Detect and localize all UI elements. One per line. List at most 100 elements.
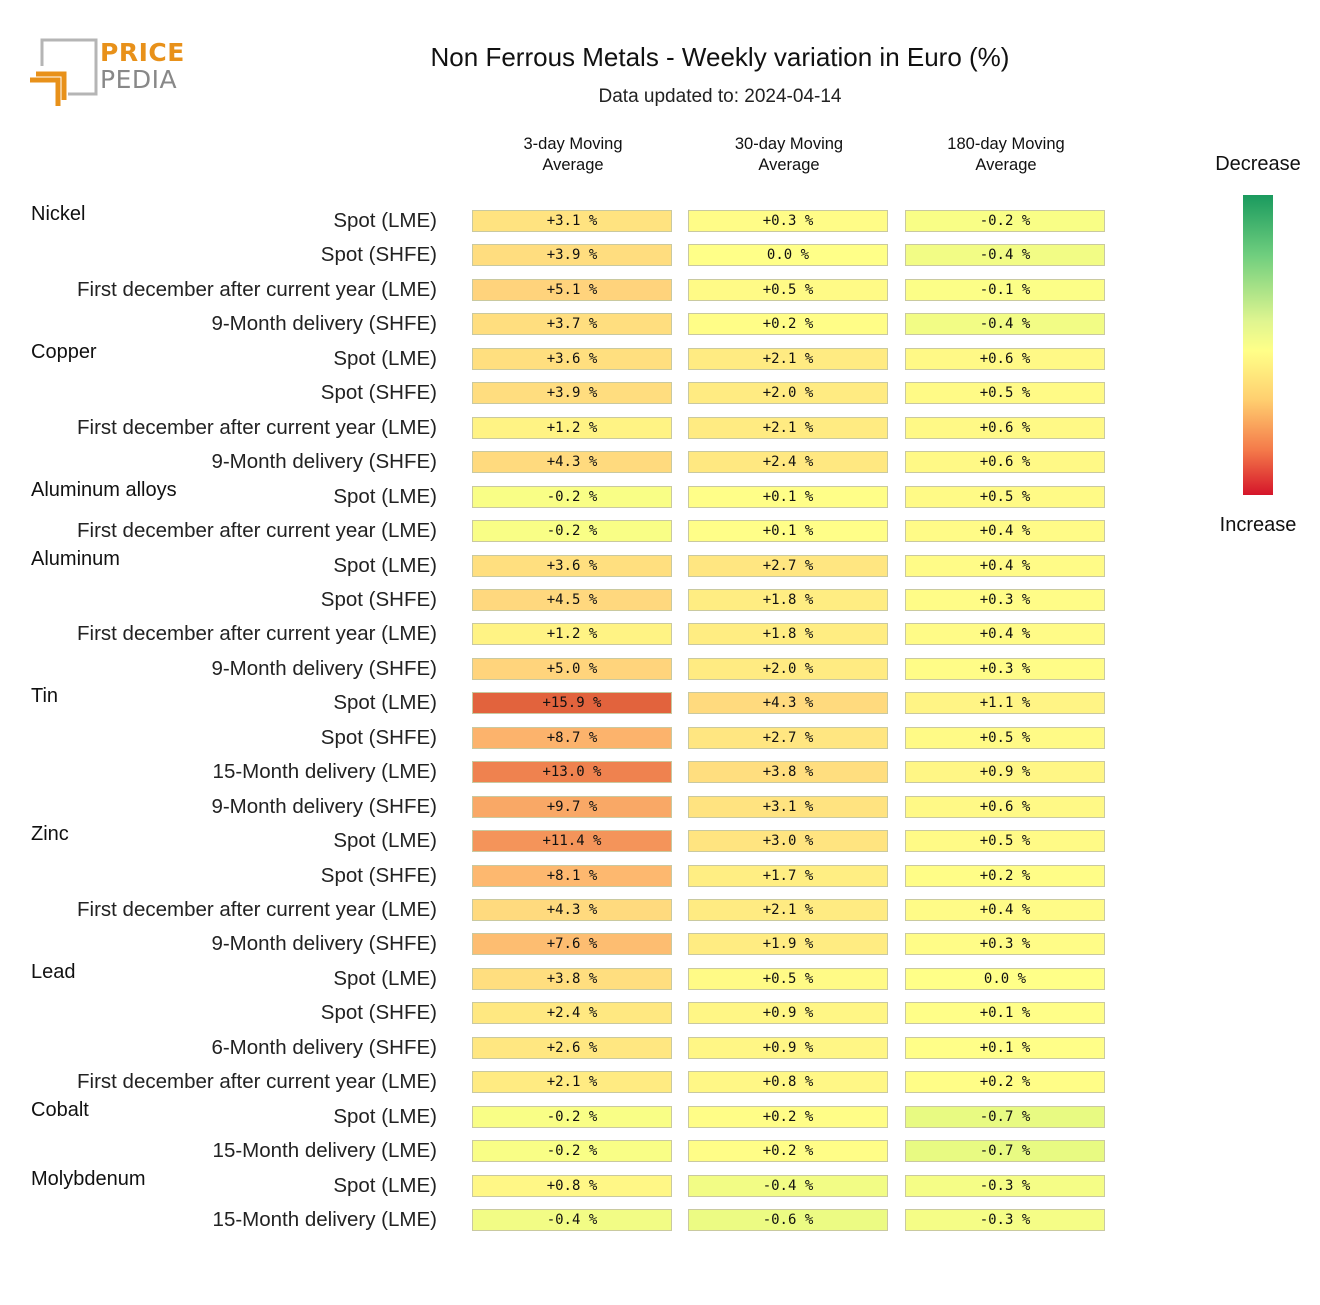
- heatmap-cell: 0.0 %: [688, 244, 888, 266]
- row-label: Spot (LME): [333, 1174, 437, 1197]
- heatmap-cell: +0.5 %: [905, 486, 1105, 508]
- heatmap-cell: +0.1 %: [688, 486, 888, 508]
- heatmap-cell: -0.2 %: [905, 210, 1105, 232]
- row-label: Spot (LME): [333, 347, 437, 370]
- heatmap-cell: +1.7 %: [688, 865, 888, 887]
- heatmap-cell: +5.1 %: [472, 279, 672, 301]
- group-label: Tin: [31, 685, 59, 707]
- heatmap-cell: +0.9 %: [688, 1037, 888, 1059]
- row-label: Spot (SHFE): [320, 1001, 437, 1024]
- heatmap-cell: +3.9 %: [472, 244, 672, 266]
- row-label: Spot (SHFE): [320, 588, 437, 611]
- heatmap-cell: +3.0 %: [688, 830, 888, 852]
- column-header-line1: 3-day Moving: [523, 135, 623, 153]
- heatmap-cell: +0.2 %: [905, 1071, 1105, 1093]
- group-label: Cobalt: [31, 1099, 89, 1121]
- column-header-line1: 180-day Moving: [947, 135, 1065, 153]
- row-label: 9-Month delivery (SHFE): [211, 795, 437, 818]
- heatmap-cell: +3.1 %: [688, 796, 888, 818]
- heatmap-cell: +2.0 %: [688, 382, 888, 404]
- heatmap-cell: +8.7 %: [472, 727, 672, 749]
- row-label: Spot (LME): [333, 1105, 437, 1128]
- row-label: First december after current year (LME): [77, 898, 437, 921]
- heatmap-cell: +0.6 %: [905, 796, 1105, 818]
- row-label: First december after current year (LME): [77, 622, 437, 645]
- heatmap-cell: +15.9 %: [472, 692, 672, 714]
- heatmap-cell: -0.3 %: [905, 1209, 1105, 1231]
- heatmap-cell: -0.2 %: [472, 486, 672, 508]
- row-label: First december after current year (LME): [77, 278, 437, 301]
- row-label: Spot (SHFE): [320, 726, 437, 749]
- heatmap-cell: +0.9 %: [905, 761, 1105, 783]
- heatmap-cell: +4.3 %: [688, 692, 888, 714]
- heatmap-cell: +1.9 %: [688, 933, 888, 955]
- heatmap-cell: +1.8 %: [688, 623, 888, 645]
- heatmap-cell: -0.4 %: [905, 244, 1105, 266]
- heatmap-cell: -0.2 %: [472, 520, 672, 542]
- group-label: Lead: [31, 961, 76, 983]
- heatmap-cell: +3.1 %: [472, 210, 672, 232]
- heatmap-cell: +3.7 %: [472, 313, 672, 335]
- heatmap-cell: +0.4 %: [905, 555, 1105, 577]
- group-label: Copper: [31, 341, 97, 363]
- group-label: Molybdenum: [31, 1168, 146, 1190]
- heatmap-cell: +0.4 %: [905, 623, 1105, 645]
- heatmap-cell: +1.2 %: [472, 623, 672, 645]
- legend-increase-label: Increase: [1219, 514, 1297, 536]
- heatmap-cell: -0.6 %: [688, 1209, 888, 1231]
- row-label: First december after current year (LME): [77, 519, 437, 542]
- heatmap-cell: -0.1 %: [905, 279, 1105, 301]
- heatmap-cell: +3.9 %: [472, 382, 672, 404]
- row-label: 6-Month delivery (SHFE): [211, 1036, 437, 1059]
- heatmap-cell: +2.1 %: [688, 417, 888, 439]
- heatmap-cell: +1.2 %: [472, 417, 672, 439]
- heatmap-cell: +0.2 %: [688, 313, 888, 335]
- heatmap-cell: +3.8 %: [688, 761, 888, 783]
- logo-word-price: PRICE: [100, 38, 185, 67]
- heatmap-cell: +0.3 %: [905, 658, 1105, 680]
- heatmap-cell: +3.6 %: [472, 348, 672, 370]
- row-label: Spot (LME): [333, 554, 437, 577]
- heatmap-cell: +2.6 %: [472, 1037, 672, 1059]
- heatmap-cell: +2.4 %: [688, 451, 888, 473]
- heatmap-cell: +2.1 %: [688, 899, 888, 921]
- group-label: Zinc: [31, 823, 69, 845]
- pricepedia-logo: PRICE PEDIA: [28, 36, 198, 112]
- heatmap-cell: +0.1 %: [905, 1002, 1105, 1024]
- heatmap-cell: -0.2 %: [472, 1140, 672, 1162]
- heatmap-cell: +0.1 %: [905, 1037, 1105, 1059]
- row-label: First december after current year (LME): [77, 1070, 437, 1093]
- heatmap-cell: +0.4 %: [905, 520, 1105, 542]
- heatmap-cell: +0.8 %: [688, 1071, 888, 1093]
- row-label: Spot (LME): [333, 967, 437, 990]
- row-label: 15-Month delivery (LME): [212, 1139, 437, 1162]
- row-label: Spot (LME): [333, 691, 437, 714]
- row-label: 15-Month delivery (LME): [212, 760, 437, 783]
- heatmap-cell: +5.0 %: [472, 658, 672, 680]
- heatmap-cell: +0.5 %: [905, 830, 1105, 852]
- heatmap-cell: +4.3 %: [472, 899, 672, 921]
- heatmap-cell: +3.8 %: [472, 968, 672, 990]
- column-header: 180-day Moving Average: [905, 134, 1107, 176]
- chart-title: Non Ferrous Metals - Weekly variation in…: [430, 42, 1010, 72]
- heatmap-cell: +9.7 %: [472, 796, 672, 818]
- heatmap-cell: -0.3 %: [905, 1175, 1105, 1197]
- row-label: 15-Month delivery (LME): [212, 1208, 437, 1231]
- heatmap-cell: +0.3 %: [905, 589, 1105, 611]
- heatmap-cell: +0.2 %: [688, 1106, 888, 1128]
- heatmap-cell: +11.4 %: [472, 830, 672, 852]
- row-label: 9-Month delivery (SHFE): [211, 450, 437, 473]
- heatmap-cell: +0.2 %: [688, 1140, 888, 1162]
- heatmap-cell: -0.4 %: [472, 1209, 672, 1231]
- heatmap-cell: +0.4 %: [905, 899, 1105, 921]
- heatmap-cell: +4.3 %: [472, 451, 672, 473]
- row-label: Spot (LME): [333, 209, 437, 232]
- heatmap-cell: +7.6 %: [472, 933, 672, 955]
- heatmap-cell: +0.3 %: [688, 210, 888, 232]
- heatmap-cell: -0.4 %: [905, 313, 1105, 335]
- heatmap-cell: -0.7 %: [905, 1106, 1105, 1128]
- heatmap-cell: +0.9 %: [688, 1002, 888, 1024]
- row-label: Spot (SHFE): [320, 381, 437, 404]
- heatmap-cell: +0.8 %: [472, 1175, 672, 1197]
- heatmap-cell: +2.7 %: [688, 555, 888, 577]
